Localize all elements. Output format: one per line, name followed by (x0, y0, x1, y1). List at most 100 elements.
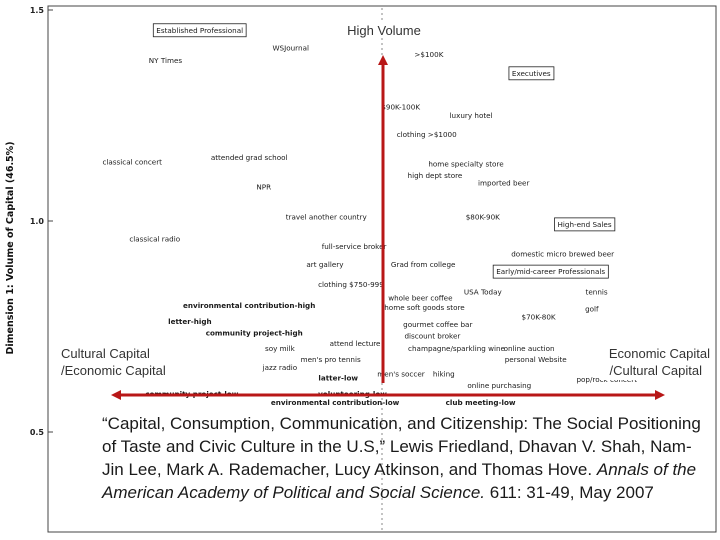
data-point: champagne/sparkling wine (408, 344, 505, 353)
data-point-label: whole beer coffee (388, 293, 453, 302)
data-point-label: USA Today (464, 287, 503, 296)
data-point: >$100K (414, 50, 443, 59)
data-point-label: domestic micro brewed beer (511, 249, 614, 258)
data-point-label: champagne/sparkling wine (408, 344, 505, 353)
data-point: NPR (256, 183, 271, 192)
data-point-label: high dept store (408, 171, 463, 180)
data-point: discount broker (404, 331, 460, 340)
data-point-label: soy milk (265, 344, 296, 353)
data-point-label: men's pro tennis (301, 355, 361, 364)
data-point-label: online auction (504, 344, 555, 353)
data-point: online auction (504, 344, 555, 353)
data-point-label: attended grad school (211, 153, 288, 162)
citation: “Capital, Consumption, Communication, an… (102, 412, 702, 504)
data-point-label: personal Website (505, 355, 568, 364)
data-point-label: $70K-80K (522, 312, 556, 321)
data-point: classical radio (129, 235, 180, 244)
data-point-label: environmental contribution-high (183, 301, 315, 310)
cultural-capital-label-line1: Cultural Capital (61, 346, 150, 361)
data-point: personal Website (505, 355, 568, 364)
data-point: high dept store (408, 171, 463, 180)
citation-text: “Capital, Consumption, Communication, an… (102, 414, 701, 479)
y-tick-label: 0.5 (30, 428, 45, 437)
data-point-label: WSJournal (272, 43, 309, 52)
data-point: $70K-80K (522, 312, 556, 321)
data-point: online purchasing (467, 381, 531, 390)
data-point-label: discount broker (404, 331, 460, 340)
data-point: imported beer (478, 179, 529, 188)
data-point: attended grad school (211, 153, 288, 162)
data-point-label: men's soccer (377, 369, 424, 378)
data-point-label: luxury hotel (450, 111, 493, 120)
data-point: Established Professional (152, 23, 247, 38)
economic-capital-label-line2: /Cultural Capital (610, 363, 703, 378)
data-point-label: club meeting-low (446, 398, 516, 407)
data-point-label: Early/mid-career Professionals (496, 267, 605, 276)
data-point-label: tennis (586, 287, 608, 296)
data-point-label: home specialty store (428, 160, 504, 169)
data-point-box (554, 217, 616, 232)
data-point-label: jazz radio (262, 363, 298, 372)
data-point: golf (585, 305, 599, 314)
data-point-label: >$100K (414, 50, 443, 59)
data-point: NY Times (149, 56, 183, 65)
data-point: hiking (433, 369, 455, 378)
data-point: domestic micro brewed beer (511, 249, 614, 258)
data-point: men's soccer (377, 369, 424, 378)
economic-capital-label-line1: Economic Capital (609, 346, 710, 361)
data-point: environmental contribution-high (183, 301, 315, 310)
data-point-label: Executives (512, 69, 551, 78)
data-point-label: Established Professional (156, 26, 243, 35)
data-point-label: golf (585, 305, 599, 314)
data-point: classical concert (102, 157, 162, 166)
data-point: environmental contribution-low (271, 398, 400, 407)
y-tick-label: 1.5 (30, 6, 45, 15)
data-point: tennis (586, 287, 608, 296)
y-axis-ticks: 1.5 1.0 0.5 (30, 6, 53, 437)
data-point-label: letter-high (168, 317, 211, 326)
data-point: Grad from college (391, 260, 456, 269)
data-point: men's pro tennis (301, 355, 361, 364)
data-point: High-end Sales (554, 217, 616, 232)
data-point: home soft goods store (384, 303, 465, 312)
data-point: WSJournal (272, 43, 309, 52)
data-point-label: home soft goods store (384, 303, 465, 312)
data-point: Early/mid-career Professionals (492, 264, 609, 279)
data-point-label: $80K-90K (466, 212, 500, 221)
data-point: home specialty store (428, 160, 504, 169)
data-point-label: latter-low (318, 373, 358, 382)
high-volume-label: High Volume (347, 23, 421, 38)
data-point-box (152, 23, 247, 38)
data-point: $90K-100K (381, 103, 420, 112)
data-point: whole beer coffee (388, 293, 453, 302)
data-point-label: classical concert (102, 157, 162, 166)
y-axis-label: Dimension 1: Volume of Capital (46.5%) (5, 141, 16, 354)
data-point-box (492, 264, 609, 279)
data-point-label: NY Times (149, 56, 183, 65)
data-point: latter-low (318, 373, 358, 382)
citation-journal: Annals of the American Academy of Politi… (102, 460, 697, 502)
data-point: jazz radio (262, 363, 298, 372)
data-point-label: NPR (256, 183, 271, 192)
data-point-label: travel another country (286, 212, 368, 221)
data-point-label: attend lecture (330, 339, 381, 348)
data-point-label: gourmet coffee bar (403, 320, 472, 329)
data-point-label: community project-high (206, 328, 303, 337)
data-point-label: High-end Sales (558, 220, 612, 229)
data-point: clothing $750-999 (318, 280, 384, 289)
data-point-label: clothing $750-999 (318, 280, 384, 289)
data-point-label: hiking (433, 369, 455, 378)
data-point: travel another country (286, 212, 368, 221)
data-point-label: environmental contribution-low (271, 398, 400, 407)
data-point: full-service broker (322, 242, 387, 251)
data-point-label: full-service broker (322, 242, 387, 251)
data-point: Executives (508, 66, 555, 81)
data-point-label: clothing >$1000 (397, 130, 457, 139)
data-point: club meeting-low (446, 398, 516, 407)
data-points: Established Professional WSJournal NY Time… (102, 23, 637, 407)
data-point-label: imported beer (478, 179, 529, 188)
data-point-label: classical radio (129, 235, 180, 244)
data-point-label: Grad from college (391, 260, 456, 269)
data-point-box (508, 66, 555, 81)
